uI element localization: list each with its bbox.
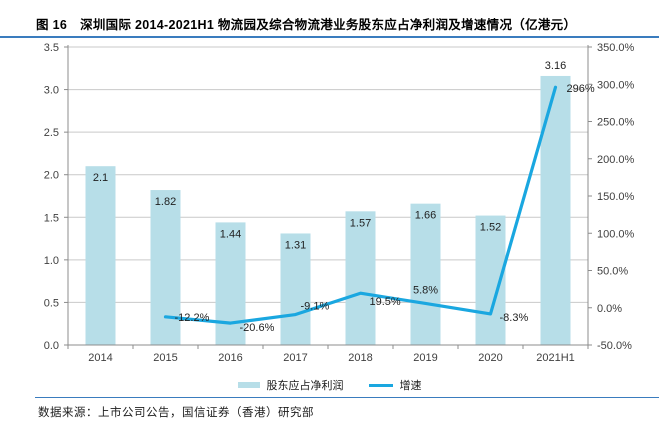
bar-2018 (345, 211, 376, 345)
x-axis-category-label: 2019 (413, 352, 437, 364)
bar-2019 (410, 203, 441, 345)
left-axis-tick-label: 3.0 (44, 85, 59, 97)
growth-value-label: -8.3% (500, 312, 529, 324)
right-axis-tick-label: 350.0% (597, 42, 635, 54)
bar-value-label: 1.31 (285, 239, 306, 251)
bar-value-label: 2.1 (93, 172, 108, 184)
growth-value-label: 296% (567, 83, 595, 95)
x-axis-category-label: 2016 (218, 352, 242, 364)
growth-line (163, 85, 558, 325)
figure-title: 深圳国际 2014-2021H1 物流园及综合物流港业务股东应占净利润及增速情况… (80, 18, 577, 32)
title-accent-rule (0, 36, 659, 38)
bar-series-swatch (237, 382, 260, 388)
chart-legend: 股东应占净利润 增速 (0, 377, 659, 393)
left-axis-tick-label: 2.0 (44, 170, 59, 182)
left-axis-tick-label: 2.5 (44, 127, 59, 139)
line-series-legend-label: 增速 (399, 380, 422, 392)
bar-value-label: 1.82 (155, 196, 176, 208)
x-axis-category-label: 2020 (478, 352, 502, 364)
left-axis-tick-label: 0.5 (44, 297, 59, 309)
right-axis-tick-label: 0.0% (597, 303, 622, 315)
growth-value-label: -9.1% (301, 301, 330, 313)
left-axis-tick-label: 1.0 (44, 255, 59, 267)
right-axis-tick-label: 100.0% (597, 228, 635, 240)
right-axis-tick-label: -50.0% (597, 340, 632, 352)
bar-value-label: 1.52 (480, 222, 501, 234)
bar-value-label: 1.44 (220, 228, 241, 240)
right-axis-tick-label: 150.0% (597, 191, 635, 203)
footer-accent-rule (35, 397, 659, 398)
bar-value-label: 1.57 (350, 217, 371, 229)
bar-value-label: 1.66 (415, 210, 436, 222)
figure-title-row: 图 16 深圳国际 2014-2021H1 物流园及综合物流港业务股东应占净利润… (36, 14, 651, 33)
figure-number-label: 图 16 (36, 18, 68, 32)
bar-2017 (280, 233, 311, 345)
right-axis-tick-label: 200.0% (597, 154, 635, 166)
x-axis-category-label: 2015 (153, 352, 177, 364)
data-source-note: 数据来源：上市公司公告，国信证券（香港）研究部 (38, 407, 314, 419)
bar-2014 (85, 166, 116, 345)
x-axis-category-label: 2021H1 (536, 352, 575, 364)
line-series-swatch (368, 383, 393, 387)
growth-value-label: 5.8% (413, 284, 438, 296)
left-axis-tick-label: 0.0 (44, 340, 59, 352)
growth-value-label: -20.6% (240, 322, 275, 334)
right-axis-tick-label: 50.0% (597, 266, 628, 278)
x-axis-category-label: 2017 (283, 352, 307, 364)
growth-value-label: 19.5% (370, 296, 401, 308)
bar-value-label: 3.16 (545, 60, 566, 72)
left-axis-tick-label: 1.5 (44, 212, 59, 224)
x-axis-category-label: 2014 (88, 352, 112, 364)
bar-series-legend-label: 股东应占净利润 (266, 380, 344, 392)
right-axis-tick-label: 250.0% (597, 117, 635, 129)
bar-2021H1 (540, 75, 571, 345)
growth-value-label: -12.2% (175, 312, 210, 324)
x-axis-category-label: 2018 (348, 352, 372, 364)
left-axis-tick-label: 3.5 (44, 42, 59, 54)
right-axis-tick-label: 300.0% (597, 79, 635, 91)
